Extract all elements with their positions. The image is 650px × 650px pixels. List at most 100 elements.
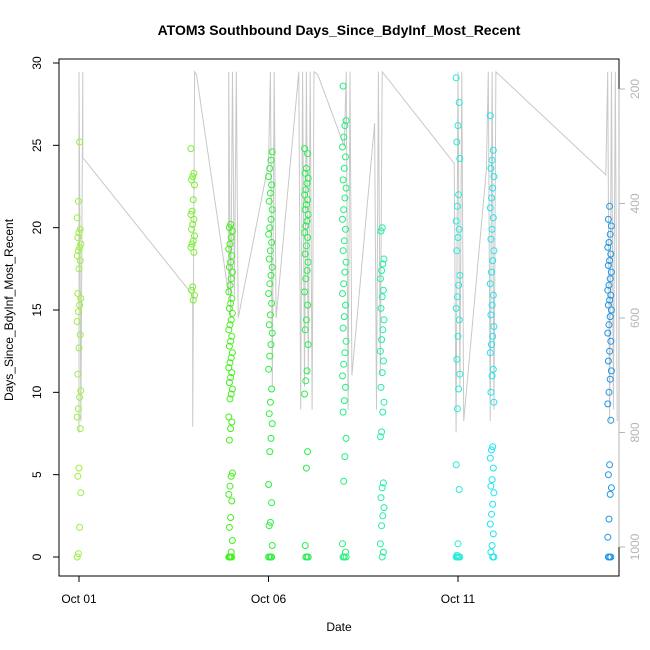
- data-point: [489, 530, 497, 538]
- data-point: [606, 296, 614, 304]
- data-point: [304, 553, 312, 561]
- data-point: [266, 164, 274, 172]
- data-point: [607, 337, 615, 345]
- data-point: [488, 446, 495, 454]
- data-point: [227, 337, 235, 345]
- data-point: [378, 553, 386, 561]
- data-point: [187, 243, 195, 251]
- data-point: [304, 150, 312, 158]
- data-point: [190, 248, 198, 256]
- data-point: [339, 247, 347, 255]
- data-point: [604, 286, 612, 294]
- data-point: [607, 250, 615, 258]
- data-point: [452, 74, 460, 82]
- y-tick-label: 25: [30, 138, 44, 152]
- data-point: [189, 296, 197, 304]
- data-point: [225, 364, 233, 372]
- data-point: [379, 479, 387, 487]
- data-point: [268, 299, 276, 307]
- data-point: [189, 220, 197, 228]
- data-point: [76, 301, 84, 309]
- data-point: [228, 332, 236, 340]
- data-point: [268, 420, 276, 428]
- data-point: [265, 290, 273, 297]
- data-point: [74, 472, 82, 480]
- data-point: [489, 365, 497, 373]
- data-point: [378, 267, 386, 274]
- data-point: [605, 281, 613, 289]
- data-point: [268, 206, 276, 214]
- data-point: [267, 156, 275, 164]
- data-point: [225, 304, 233, 312]
- data-point: [304, 448, 312, 456]
- data-point: [339, 82, 347, 90]
- data-point: [301, 206, 309, 214]
- data-point: [455, 225, 463, 233]
- data-point: [304, 258, 312, 266]
- data-point: [456, 271, 464, 279]
- data-point: [227, 390, 235, 398]
- data-point: [455, 281, 463, 289]
- data-point: [453, 202, 461, 210]
- data-point: [227, 234, 235, 241]
- data-point: [226, 553, 234, 561]
- data-point: [378, 369, 386, 377]
- data-point: [304, 196, 312, 204]
- x-tick-label: Oct 01: [61, 592, 97, 606]
- data-point: [604, 301, 612, 309]
- data-point: [604, 329, 612, 337]
- data-point: [342, 117, 350, 125]
- data-point: [342, 258, 350, 266]
- data-point: [228, 385, 236, 393]
- data-point: [268, 385, 276, 393]
- y-tick-label: 15: [30, 303, 44, 317]
- depth-trace-line: [78, 70, 618, 433]
- data-point: [379, 408, 387, 416]
- data-point: [301, 229, 309, 237]
- data-point: [376, 347, 384, 355]
- data-point: [487, 164, 495, 172]
- data-point: [341, 122, 349, 130]
- data-point: [340, 313, 348, 321]
- data-point: [379, 548, 387, 556]
- data-point: [73, 553, 81, 561]
- y-axis-title: Days_Since_BdyInf_Most_Recent: [2, 218, 16, 401]
- right-tick-label: 800: [628, 422, 642, 442]
- data-point: [228, 309, 236, 317]
- data-point: [74, 405, 82, 413]
- data-point: [302, 377, 310, 385]
- data-point: [77, 489, 85, 497]
- data-point: [453, 405, 461, 413]
- data-point: [265, 321, 273, 329]
- data-point: [489, 443, 497, 451]
- data-point: [607, 416, 615, 424]
- data-point: [379, 357, 387, 365]
- y-tick-label: 0: [30, 553, 44, 560]
- data-point: [605, 515, 613, 523]
- data-point: [303, 267, 311, 274]
- data-point: [341, 349, 349, 357]
- data-point: [379, 260, 387, 268]
- data-point: [74, 308, 82, 316]
- data-point: [228, 295, 236, 302]
- data-point: [487, 235, 495, 243]
- data-point: [268, 542, 276, 549]
- data-point: [340, 133, 348, 141]
- data-point: [486, 280, 494, 288]
- data-point: [268, 263, 276, 271]
- data-point: [268, 181, 276, 189]
- data-point: [378, 293, 386, 301]
- data-point: [607, 553, 615, 561]
- data-point: [227, 220, 235, 228]
- data-point: [380, 255, 388, 263]
- data-point: [225, 326, 233, 334]
- data-point: [342, 383, 349, 391]
- data-point: [73, 214, 81, 222]
- data-point: [489, 257, 497, 265]
- data-point: [455, 316, 463, 324]
- data-point: [268, 499, 276, 507]
- data-point: [606, 275, 614, 283]
- data-point: [456, 370, 464, 378]
- data-point: [342, 337, 350, 345]
